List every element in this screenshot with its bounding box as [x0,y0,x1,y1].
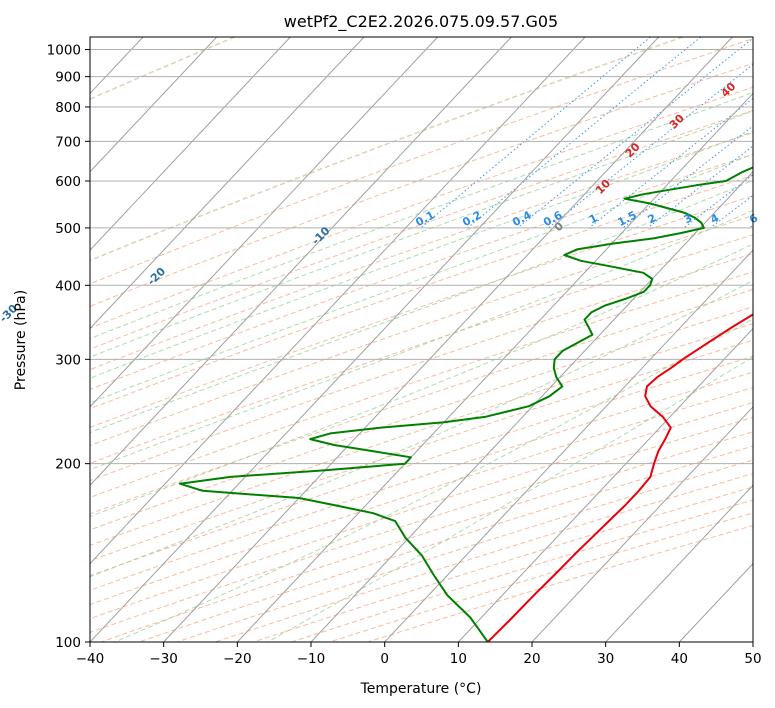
isotherm [90,37,512,486]
isotherm [310,171,753,642]
isotherm [90,37,291,251]
isotherm [90,37,218,173]
isotherm [90,37,586,565]
mixing-ratio-line [622,125,753,229]
y-tick-label: 1000 [47,43,81,59]
isotherm [678,562,753,642]
dry-adiabat [253,486,753,642]
profile-lines [178,166,753,642]
mixing-ratio-label: 3 [682,211,695,226]
isotherm [531,406,753,642]
x-tick-label: 0 [380,651,389,667]
y-tick-label: 200 [55,457,81,473]
isotherm [752,641,753,642]
x-tick-label: 10 [450,651,467,667]
dry-adiabat [90,37,235,100]
background-lines [90,37,753,642]
dry-adiabat [90,86,753,329]
y-tick-label: 700 [55,134,81,150]
x-tick-label: 30 [597,651,614,667]
dry-adiabat [291,499,753,642]
moist-adiabat [90,153,753,404]
isotherm [163,37,733,642]
line-labels: 0.10.20.40.611.52346810131620253036-100-… [0,80,760,326]
isotherm [457,327,753,642]
y-tick-label: 300 [55,352,81,368]
moist-adiabat-label: 10 [593,177,613,197]
dry-adiabat [90,402,753,620]
isotherm [605,484,753,642]
dry-adiabat [90,214,753,447]
dewpoint-line [178,166,753,642]
y-tick-label: 500 [55,221,81,237]
x-axis: −40 −30 −20 −10 0 10 20 30 40 50 [76,642,762,667]
x-axis-title: Temperature (°C) [360,681,482,697]
moist-adiabat [90,110,753,358]
isotherm [90,37,365,330]
mixing-ratio-line [517,37,753,229]
x-tick-label: −30 [149,651,178,667]
dry-adiabat-label: -20 [145,265,168,288]
mixing-ratio-label: 6 [747,211,760,226]
x-tick-label: 50 [744,651,761,667]
moist-adiabat [90,179,753,434]
x-tick-label: 20 [523,651,540,667]
dry-adiabat [90,174,753,410]
moist-adiabat [90,91,753,340]
temperature-line [487,313,753,642]
isotherm [90,37,439,408]
moist-adiabat-label: 30 [667,111,687,131]
dry-adiabat [90,38,753,285]
dry-adiabat [90,339,753,562]
x-tick-label: −10 [297,651,326,667]
mixing-ratio-label: 4 [708,211,721,226]
mixing-ratio-label: 2 [646,211,659,226]
y-tick-label: 400 [55,278,81,294]
moist-adiabat [90,209,753,471]
plot-frame [89,36,754,643]
dry-adiabat [90,195,753,428]
x-tick-label: 40 [671,651,688,667]
dry-adiabat [90,132,753,371]
mixing-ratio-line [647,145,753,229]
dry-adiabat [90,62,753,307]
x-tick-label: −20 [223,651,252,667]
mixing-ratio-line [548,63,753,229]
chart-title: wetPf2_C2E2.2026.075.09.57.G05 [284,12,558,32]
y-axis-title: Pressure (hPa) [13,290,29,390]
mixing-ratio-label: 1.5 [616,208,639,229]
dry-adiabat [90,234,753,464]
y-axis: 100 200 300 400 500 600 700 800 900 1000 [47,43,90,651]
mixing-ratio-line [683,174,753,229]
mixing-ratio-label: 0.4 [510,208,534,229]
isotherm [90,37,660,642]
y-tick-label: 900 [55,70,81,86]
y-tick-label: 600 [55,174,81,190]
dry-adiabat [90,37,684,262]
mixing-ratio-line [420,37,651,229]
dry-adiabat [176,459,753,642]
mixing-ratio-label: 0.2 [460,208,483,229]
isotherm [236,92,753,642]
x-tick-label: −40 [76,651,105,667]
isotherm [0,37,69,642]
isotherm [384,249,753,642]
y-tick-label: 800 [55,100,81,116]
y-tick-label: 100 [55,635,81,651]
dry-adiabat [90,153,753,391]
moist-adiabat [90,280,753,578]
pressure-gridlines [0,37,753,642]
mixing-ratio-label: 0.1 [413,208,436,229]
moist-adiabat-label: 40 [718,80,738,100]
